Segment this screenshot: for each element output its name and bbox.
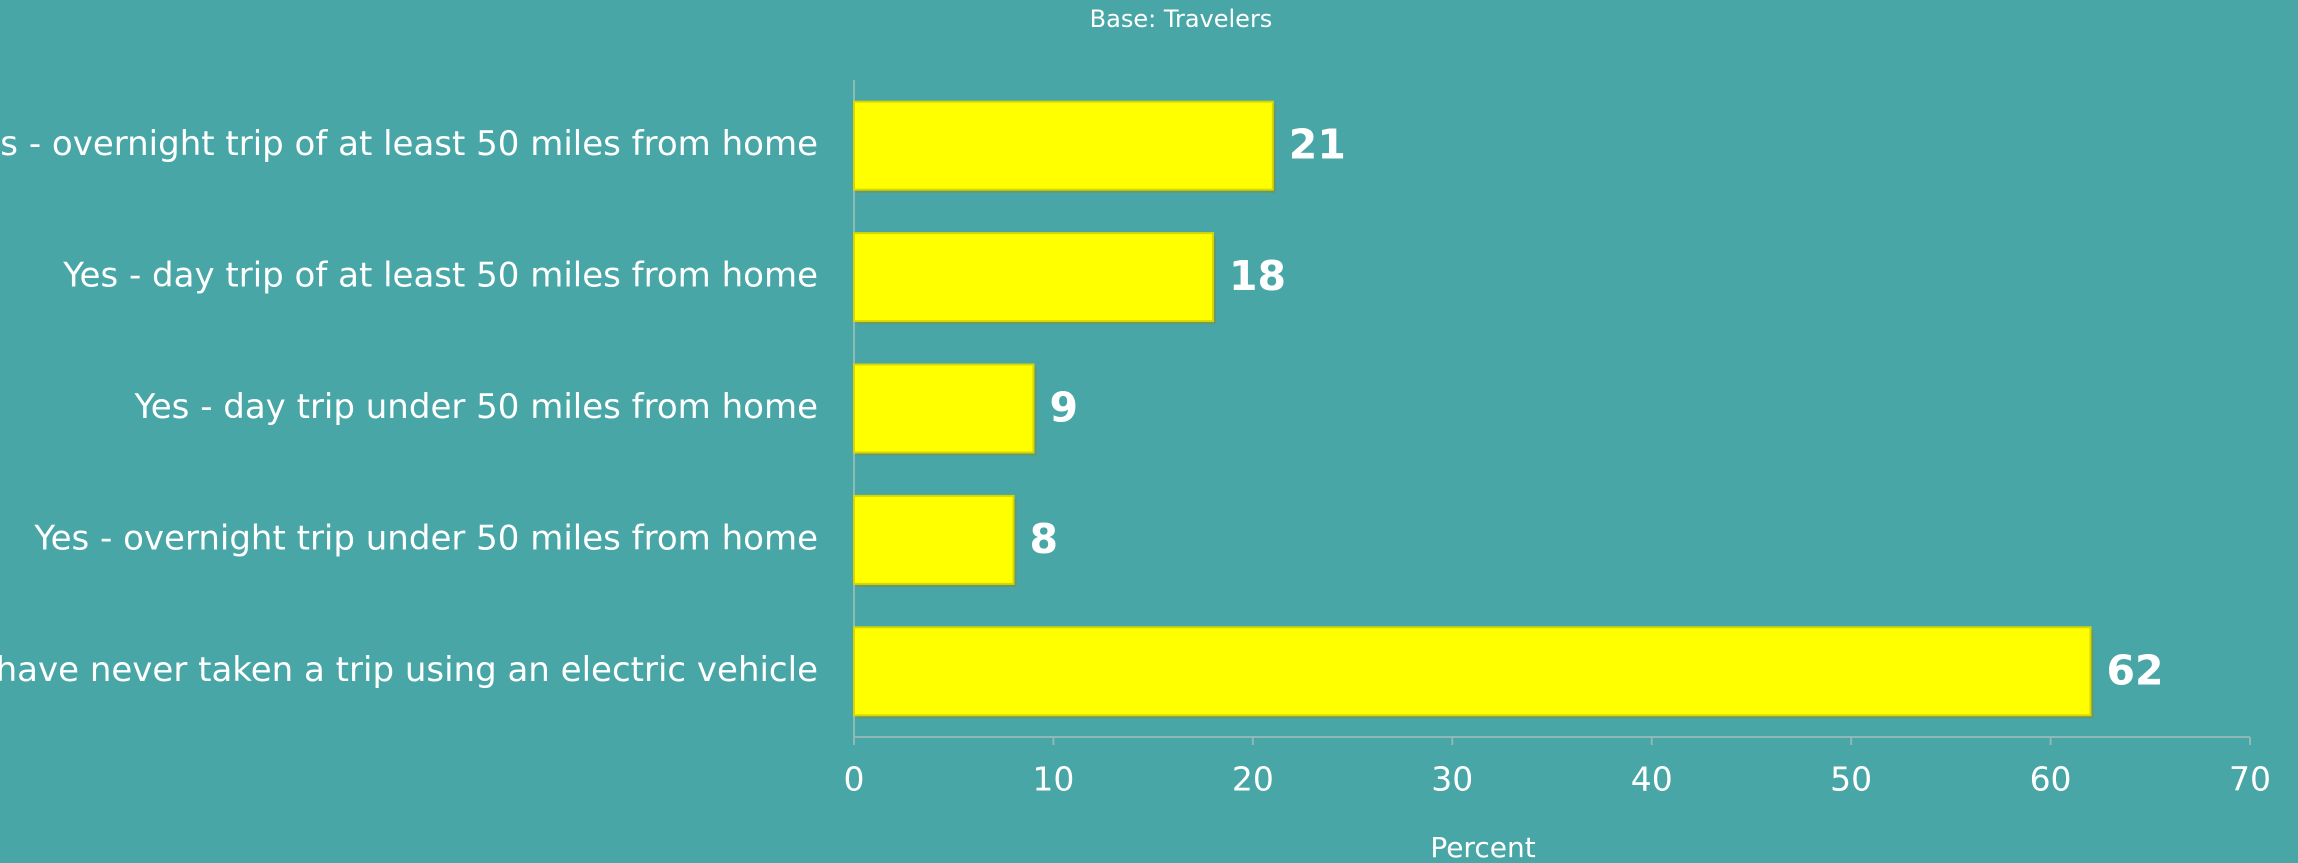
y-tick-label: Yes - day trip under 50 miles from home <box>134 387 819 427</box>
value-label: 62 <box>2106 646 2163 694</box>
value-label: 18 <box>1229 252 1286 300</box>
value-label: 8 <box>1030 515 1059 563</box>
bar <box>853 494 1015 585</box>
bar <box>853 232 1214 323</box>
value-label: 9 <box>1049 384 1078 432</box>
bar <box>853 626 2092 717</box>
bar <box>853 363 1035 454</box>
y-tick-label: Yes - day trip of at least 50 miles from… <box>62 256 818 296</box>
x-tick-label: 10 <box>1032 760 1074 799</box>
x-tick-label: 40 <box>1631 760 1673 799</box>
x-tick-label: 20 <box>1232 760 1274 799</box>
value-label: 21 <box>1289 121 1346 169</box>
x-tick-label: 70 <box>2229 760 2271 799</box>
y-tick-label: I have never taken a trip using an elect… <box>0 650 818 690</box>
x-tick-label: 50 <box>1830 760 1872 799</box>
x-tick-label: 30 <box>1431 760 1473 799</box>
x-axis-label: Percent <box>1430 831 1535 863</box>
bar <box>853 100 1274 191</box>
y-tick-label: Yes - overnight trip of at least 50 mile… <box>0 124 818 164</box>
chart-subtitle: Base: Travelers <box>1090 5 1273 33</box>
x-tick-label: 60 <box>2030 760 2072 799</box>
x-tick-label: 0 <box>844 760 865 799</box>
y-tick-label: Yes - overnight trip under 50 miles from… <box>33 518 818 558</box>
